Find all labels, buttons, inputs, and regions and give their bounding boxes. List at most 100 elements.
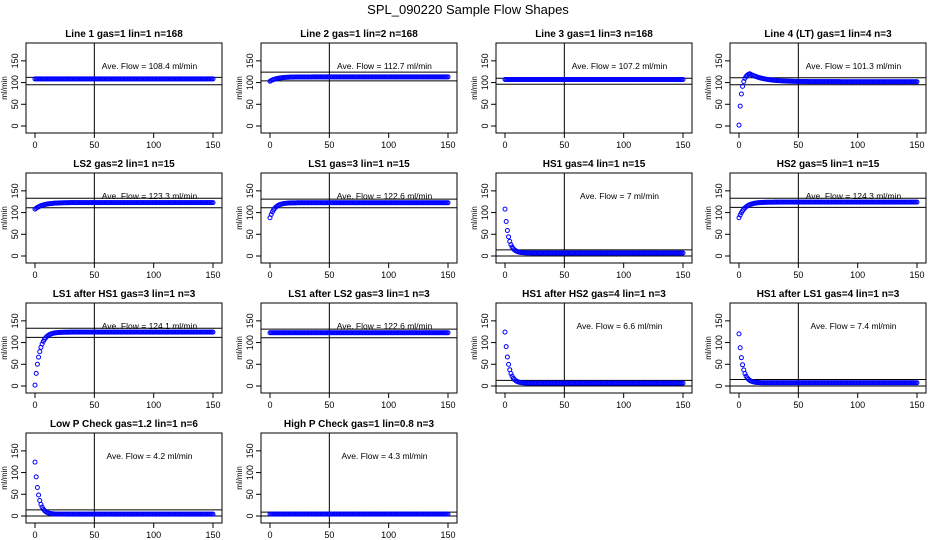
data-point xyxy=(38,501,44,507)
ave-flow-annotation: Ave. Flow = 7.4 ml/min xyxy=(810,321,896,331)
y-axis-label: ml/min xyxy=(704,206,713,230)
data-point xyxy=(39,341,45,347)
x-tick-label: 50 xyxy=(559,400,569,410)
x-tick-label: 0 xyxy=(32,530,37,540)
data-point xyxy=(34,484,40,490)
y-axis-label: ml/min xyxy=(470,206,479,230)
panel-title: HS1 after LS1 gas=4 lin=1 n=3 xyxy=(757,289,900,300)
y-tick-label: 50 xyxy=(714,99,724,109)
plot-area xyxy=(496,303,692,393)
data-point xyxy=(506,234,512,240)
data-point xyxy=(736,215,742,221)
x-tick-label: 0 xyxy=(736,140,741,150)
y-tick-label: 50 xyxy=(245,359,255,369)
plot-area xyxy=(26,173,222,263)
y-tick-label: 50 xyxy=(480,229,490,239)
ave-flow-annotation: Ave. Flow = 4.2 ml/min xyxy=(106,451,192,461)
y-axis-label: ml/min xyxy=(235,336,244,360)
y-tick-label: 50 xyxy=(714,359,724,369)
y-tick-label: 0 xyxy=(10,253,20,258)
panel-3: Line 3 gas=1 lin=3 n=168 0 50 100 150 0 50 100 1… xyxy=(470,29,693,150)
data-point xyxy=(33,474,39,480)
x-tick-label: 50 xyxy=(324,400,334,410)
ave-flow-annotation: Ave. Flow = 6.6 ml/min xyxy=(576,321,662,331)
panel-title: Low P Check gas=1.2 lin=1 n=6 xyxy=(50,419,198,430)
x-tick-label: 0 xyxy=(502,400,507,410)
panel-9: LS1 after HS1 gas=3 lin=1 n=3 0 50 100 150 0 5… xyxy=(0,289,223,410)
plot-area xyxy=(496,43,692,133)
data-point xyxy=(502,329,508,335)
panel-10: LS1 after LS2 gas=3 lin=1 n=3 0 50 100 150 0 5… xyxy=(235,289,458,410)
y-axis-label: ml/min xyxy=(704,76,713,100)
y-tick-label: 150 xyxy=(480,183,490,198)
y-tick-label: 100 xyxy=(714,335,724,350)
data-point xyxy=(504,227,510,233)
panel-4: Line 4 (LT) gas=1 lin=4 n=3 0 50 100 150 0 50 1… xyxy=(704,29,927,150)
x-tick-label: 100 xyxy=(850,400,865,410)
y-tick-label: 50 xyxy=(714,229,724,239)
y-tick-label: 0 xyxy=(10,123,20,128)
ave-flow-annotation: Ave. Flow = 122.6 ml/min xyxy=(337,321,433,331)
x-tick-label: 50 xyxy=(793,400,803,410)
y-tick-label: 50 xyxy=(10,229,20,239)
plot-frame xyxy=(495,42,693,134)
data-point xyxy=(36,354,42,360)
y-tick-label: 100 xyxy=(714,205,724,220)
plot-area xyxy=(261,43,457,133)
panel-title: LS2 gas=2 lin=1 n=15 xyxy=(73,159,175,170)
panel-title: LS1 after HS1 gas=3 lin=1 n=3 xyxy=(53,289,196,300)
plot-frame xyxy=(260,432,458,524)
x-tick-label: 0 xyxy=(32,140,37,150)
panel-title: Line 2 gas=1 lin=2 n=168 xyxy=(300,29,418,40)
x-tick-label: 150 xyxy=(675,270,690,280)
y-tick-label: 0 xyxy=(480,383,490,388)
y-tick-label: 100 xyxy=(245,75,255,90)
plot-area xyxy=(730,173,926,263)
data-point xyxy=(32,459,38,465)
x-tick-label: 150 xyxy=(440,400,455,410)
x-tick-label: 0 xyxy=(736,400,741,410)
y-tick-label: 0 xyxy=(10,513,20,518)
x-tick-label: 150 xyxy=(440,530,455,540)
data-point xyxy=(445,74,451,80)
x-tick-label: 50 xyxy=(559,270,569,280)
x-tick-label: 100 xyxy=(616,140,631,150)
data-point xyxy=(740,83,746,89)
data-point xyxy=(32,382,38,388)
y-tick-label: 0 xyxy=(245,383,255,388)
y-tick-label: 50 xyxy=(480,359,490,369)
x-tick-label: 50 xyxy=(89,530,99,540)
y-tick-label: 100 xyxy=(480,75,490,90)
panel-12: HS1 after LS1 gas=4 lin=1 n=3 0 50 100 150 0 5… xyxy=(704,289,927,410)
panel-title: LS1 gas=3 lin=1 n=15 xyxy=(308,159,410,170)
plot-area xyxy=(26,433,222,523)
data-point xyxy=(738,355,744,361)
x-tick-label: 100 xyxy=(616,400,631,410)
data-point xyxy=(914,380,920,386)
panel-11: HS1 after HS2 gas=4 lin=1 n=3 0 50 100 150 0 5… xyxy=(470,289,693,410)
x-tick-label: 100 xyxy=(146,400,161,410)
y-tick-label: 100 xyxy=(10,465,20,480)
panel-13: Low P Check gas=1.2 lin=1 n=6 0 50 100 150 0 5… xyxy=(0,419,223,540)
y-tick-label: 50 xyxy=(10,489,20,499)
x-tick-label: 50 xyxy=(89,270,99,280)
y-tick-label: 50 xyxy=(245,489,255,499)
data-point xyxy=(740,362,746,368)
y-tick-label: 150 xyxy=(480,313,490,328)
y-tick-label: 150 xyxy=(245,53,255,68)
x-tick-label: 0 xyxy=(32,400,37,410)
data-point xyxy=(445,330,451,336)
panel-8: HS2 gas=5 lin=1 n=150 50 100 150050100150ml… xyxy=(704,159,927,280)
x-tick-label: 100 xyxy=(381,140,396,150)
data-point xyxy=(680,380,686,386)
plot-frame xyxy=(729,172,927,264)
x-tick-label: 50 xyxy=(89,140,99,150)
x-tick-label: 100 xyxy=(146,140,161,150)
y-tick-label: 50 xyxy=(10,99,20,109)
y-tick-label: 0 xyxy=(245,123,255,128)
plot-frame xyxy=(25,172,223,264)
x-tick-label: 50 xyxy=(793,140,803,150)
x-tick-label: 150 xyxy=(675,140,690,150)
